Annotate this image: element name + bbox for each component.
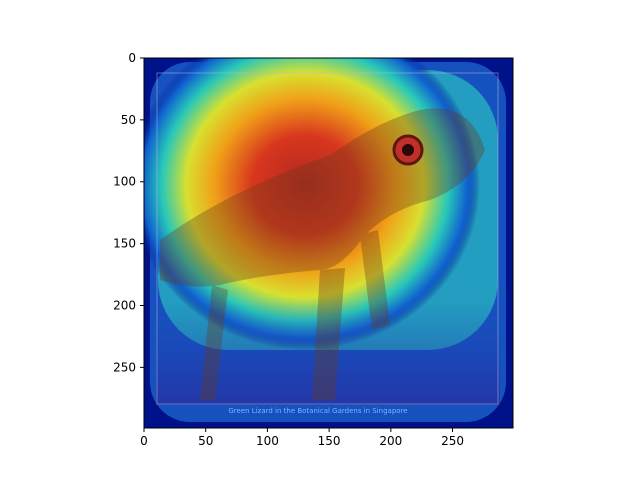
- y-tick-label: 0: [128, 51, 136, 65]
- y-tick-label: 200: [113, 298, 136, 312]
- x-tick-label: 0: [140, 434, 148, 448]
- plot-frame: [143, 57, 514, 429]
- photo-frame: [156, 72, 499, 405]
- image-caption: Green Lizard in the Botanical Gardens in…: [228, 407, 407, 415]
- x-tick-label: 150: [318, 434, 341, 448]
- lizard-eye: [392, 134, 424, 166]
- heatmap-hot-region: [144, 58, 480, 350]
- y-tick-label: 250: [113, 360, 136, 374]
- y-tick-label: 100: [113, 175, 136, 189]
- x-tick-label: 100: [256, 434, 279, 448]
- x-tick-label: 200: [379, 434, 402, 448]
- heatmap-image: Green Lizard in the Botanical Gardens in…: [144, 58, 513, 428]
- x-tick-label: 250: [441, 434, 464, 448]
- heatmap-lower-glow: [156, 300, 500, 405]
- y-tick-label: 150: [113, 237, 136, 251]
- y-axis: 0 50 100 150 200 250: [113, 51, 144, 374]
- y-tick-label: 50: [121, 113, 136, 127]
- x-tick-label: 50: [198, 434, 213, 448]
- x-axis: 0 50 100 150 200 250: [140, 428, 464, 448]
